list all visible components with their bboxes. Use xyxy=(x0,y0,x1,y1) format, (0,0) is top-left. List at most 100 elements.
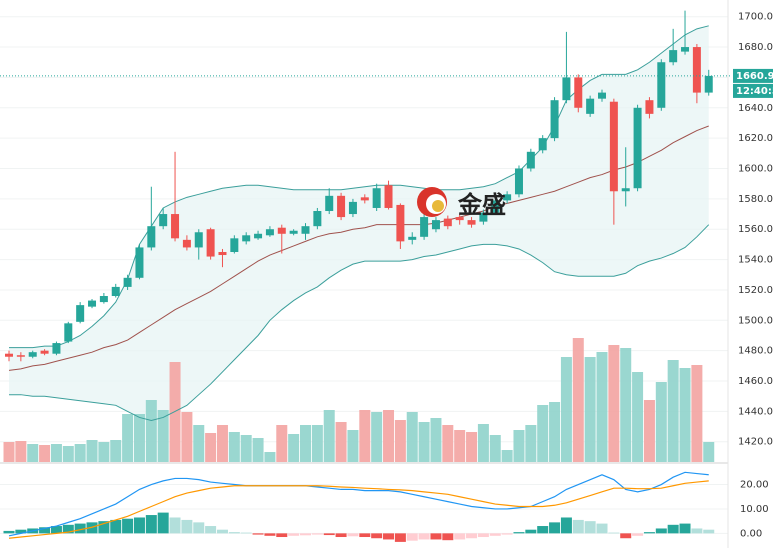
macd-histogram-bar xyxy=(655,528,667,534)
candle-body xyxy=(52,343,61,354)
volume-bar xyxy=(323,410,335,462)
volume-bar xyxy=(501,450,513,462)
candle-body xyxy=(669,50,678,63)
volume-bar xyxy=(157,410,169,462)
candle-body xyxy=(230,238,239,252)
candle-body xyxy=(40,350,49,354)
candle-body xyxy=(182,239,191,248)
volume-bar xyxy=(406,412,418,462)
macd-histogram-bar xyxy=(98,521,110,534)
volume-bar xyxy=(122,414,134,462)
macd-histogram-bar xyxy=(133,517,145,534)
macd-histogram-bar xyxy=(454,533,466,540)
macd-histogram-bar xyxy=(50,526,62,534)
volume-bar xyxy=(240,435,252,462)
y-tick-label: 1700.00 xyxy=(738,12,773,23)
candle-body xyxy=(360,197,369,201)
volume-bar xyxy=(288,434,300,462)
volume-bar xyxy=(228,432,240,462)
volume-bar xyxy=(347,430,359,462)
macd-histogram-bar xyxy=(477,533,489,538)
macd-histogram-bar xyxy=(216,529,228,534)
volume-bar xyxy=(335,422,347,462)
y-tick-label: 1680.00 xyxy=(738,42,773,53)
candle-body xyxy=(645,100,654,114)
volume-bar xyxy=(679,368,691,462)
macd-histogram-bar xyxy=(466,533,478,539)
candle-body xyxy=(218,251,227,256)
candle-body xyxy=(704,75,713,93)
volume-bar xyxy=(27,444,39,462)
volume-bar xyxy=(15,441,27,462)
volume-bar xyxy=(264,452,276,462)
candle-body xyxy=(159,214,168,227)
macd-histogram-bar xyxy=(288,533,300,536)
y-tick-label: 10.00 xyxy=(740,504,769,515)
last-price-label: 1660.99 xyxy=(736,71,773,82)
candle-body xyxy=(123,277,132,287)
y-tick-label: 20.00 xyxy=(740,480,769,491)
macd-histogram-bar xyxy=(691,528,703,534)
macd-histogram-bar xyxy=(632,533,644,536)
candle-body xyxy=(111,286,120,297)
candle-body xyxy=(526,151,535,169)
volume-bar xyxy=(276,425,288,462)
macd-histogram-bar xyxy=(584,521,596,534)
macd-histogram-bar xyxy=(157,512,169,534)
macd-histogram-bar xyxy=(406,533,418,541)
macd-histogram-bar xyxy=(489,533,501,536)
macd-histogram-bar xyxy=(703,529,715,534)
volume-bar xyxy=(205,433,217,462)
volume-bar xyxy=(584,357,596,462)
candle-body xyxy=(147,226,156,248)
watermark: 金盛 xyxy=(417,187,506,219)
macd-histogram-bar xyxy=(39,527,51,534)
macd-histogram-bar xyxy=(205,526,217,534)
candle-body xyxy=(633,107,642,189)
y-tick-label: 1520.00 xyxy=(738,285,773,296)
macd-histogram-bar xyxy=(169,517,181,534)
candle-body xyxy=(348,201,357,215)
candle-body xyxy=(135,247,144,278)
candle-body xyxy=(586,98,595,114)
volume-bar xyxy=(133,414,145,462)
volume-bar xyxy=(620,348,632,462)
volume-bar xyxy=(596,352,608,462)
volume-bar xyxy=(50,444,62,462)
candle-body xyxy=(206,229,215,257)
candle-body xyxy=(289,230,298,234)
volume-bar xyxy=(145,400,157,462)
macd-histogram-bar xyxy=(193,522,205,534)
macd-histogram-bar xyxy=(679,523,691,534)
volume-bar xyxy=(169,362,181,462)
volume-bar xyxy=(371,412,383,462)
countdown-label: 12:40:56 xyxy=(736,86,773,97)
candle-body xyxy=(681,47,690,52)
y-tick-label: 1460.00 xyxy=(738,376,773,387)
macd-histogram-bar xyxy=(620,533,632,539)
candle-body xyxy=(16,355,25,357)
macd-histogram-bar xyxy=(596,523,608,534)
y-tick-label: 1480.00 xyxy=(738,346,773,357)
volume-bar xyxy=(703,442,715,462)
volume-bar xyxy=(181,412,193,462)
y-tick-label: 1540.00 xyxy=(738,255,773,266)
volume-bar xyxy=(74,444,86,462)
macd-histogram-bar xyxy=(430,533,442,540)
candle-body xyxy=(5,353,13,357)
volume-bar xyxy=(110,440,122,462)
candle-body xyxy=(562,77,571,101)
macd-histogram-bar xyxy=(513,532,525,534)
candle-body xyxy=(692,47,701,93)
macd-line xyxy=(8,471,709,537)
macd-histogram-bar xyxy=(347,533,359,537)
volume-bar xyxy=(216,425,228,462)
candle-body xyxy=(325,195,334,212)
volume-bar xyxy=(252,438,264,462)
macd-histogram-bar xyxy=(383,533,395,540)
volume-bar xyxy=(394,420,406,462)
last-price-tag xyxy=(733,68,773,83)
candle-body xyxy=(479,212,488,222)
macd-histogram-bar xyxy=(394,533,406,542)
